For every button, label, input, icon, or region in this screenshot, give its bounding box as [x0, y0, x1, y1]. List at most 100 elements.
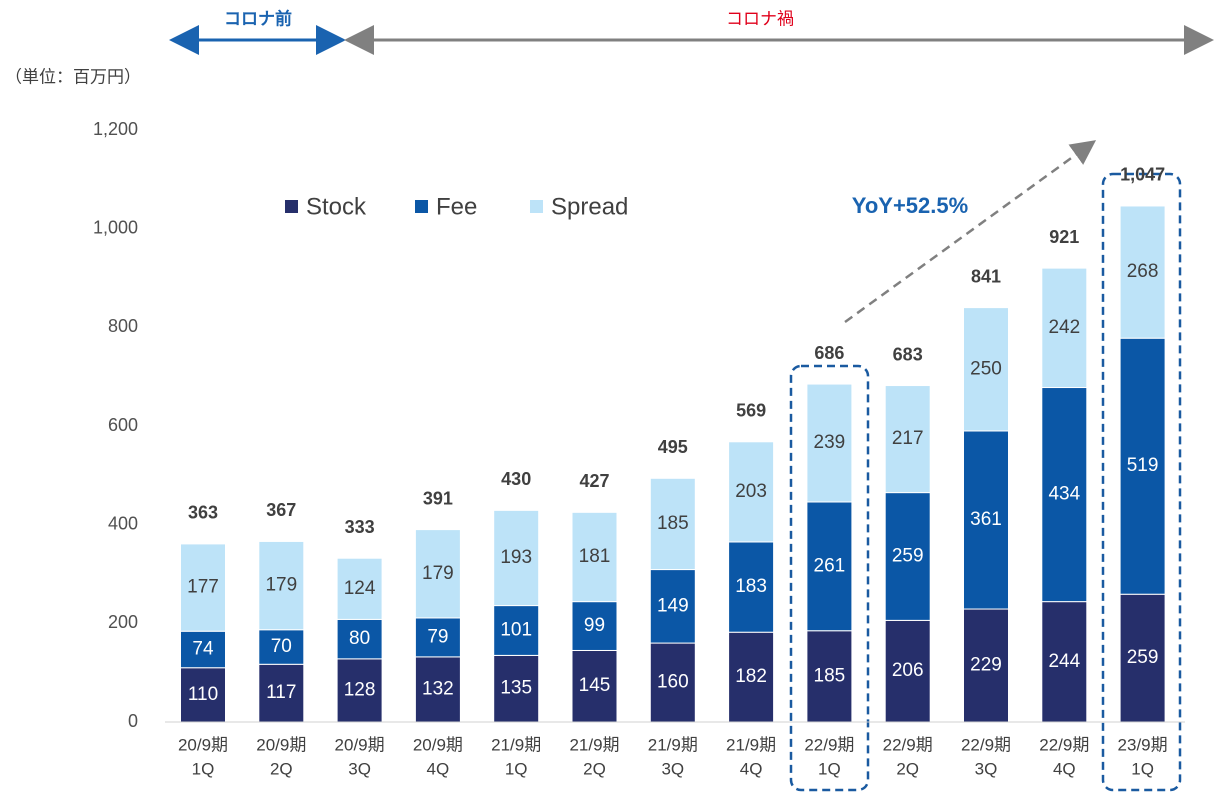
bar-segment	[258, 540, 305, 631]
total-label: 391	[423, 488, 453, 508]
bar-segment	[884, 492, 931, 621]
highlight-box	[789, 364, 870, 792]
segment-label: 132	[422, 678, 454, 699]
x-tick-label: 1Q	[1131, 759, 1154, 778]
bar-segment	[806, 501, 853, 632]
bar-segment	[1041, 387, 1088, 603]
y-tick-label: 1,000	[93, 217, 138, 237]
bar-segment	[180, 667, 226, 723]
segment-label: 182	[735, 666, 767, 687]
bar-segment	[1119, 205, 1166, 339]
total-label: 367	[266, 500, 296, 520]
x-tick-label: 3Q	[975, 759, 998, 778]
segment-label: 117	[266, 682, 296, 703]
bar-segment	[1041, 601, 1088, 723]
x-tick-label: 3Q	[348, 759, 371, 778]
segment-label: 361	[970, 509, 1002, 530]
period-label: コロナ禍	[726, 9, 794, 28]
total-label: 683	[893, 344, 923, 364]
legend-label: Stock	[306, 193, 367, 220]
segment-label: 434	[1048, 484, 1080, 505]
bar-segment	[806, 630, 853, 723]
segment-label: 185	[657, 513, 689, 534]
segment-label: 250	[970, 358, 1002, 379]
bar-segment	[180, 543, 226, 632]
y-tick-label: 0	[128, 711, 138, 731]
total-label: 363	[188, 503, 218, 523]
legend-swatch	[285, 200, 298, 213]
total-label: 841	[971, 266, 1001, 286]
y-tick-label: 800	[108, 316, 138, 336]
segment-label: 239	[814, 432, 846, 453]
segment-label: 124	[344, 578, 376, 599]
segment-label: 99	[584, 615, 605, 636]
highlight-box	[1101, 172, 1182, 792]
x-tick-label: 1Q	[818, 759, 841, 778]
x-tick-label: 22/9期	[1039, 735, 1089, 754]
segment-label: 229	[970, 655, 1002, 676]
total-label: 686	[814, 343, 844, 363]
bar-segment	[649, 477, 696, 571]
x-tick-label: 20/9期	[256, 735, 306, 754]
x-tick-label: 4Q	[1053, 759, 1076, 778]
x-tick-label: 1Q	[505, 759, 528, 778]
x-tick-label: 22/9期	[804, 735, 854, 754]
bar-segment	[963, 307, 1009, 432]
segment-label: 261	[814, 555, 846, 576]
segment-label: 183	[735, 576, 767, 597]
x-tick-label: 21/9期	[569, 735, 619, 754]
segment-label: 203	[735, 481, 767, 502]
bar-segment	[884, 385, 931, 494]
total-label: 430	[501, 469, 531, 489]
segment-label: 179	[422, 563, 454, 584]
segment-label: 149	[657, 595, 689, 616]
total-label: 495	[658, 437, 688, 457]
segment-label: 193	[500, 547, 532, 568]
bar-segment	[336, 658, 383, 723]
segment-label: 259	[892, 546, 924, 567]
bar-segment	[414, 529, 461, 619]
segment-label: 268	[1127, 261, 1159, 282]
segment-label: 519	[1127, 455, 1159, 476]
x-tick-label: 23/9期	[1118, 735, 1168, 754]
x-tick-label: 4Q	[740, 759, 763, 778]
bar-segment	[571, 649, 618, 723]
unit-label: （単位：百万円）	[5, 67, 141, 86]
bar-segment	[493, 509, 540, 607]
x-tick-label: 20/9期	[335, 735, 385, 754]
bar-segment	[728, 441, 775, 543]
bar-segment	[884, 619, 931, 723]
bar-segment	[728, 631, 775, 723]
bar-segment	[649, 642, 696, 723]
x-tick-label: 1Q	[192, 759, 215, 778]
segment-label: 145	[579, 675, 611, 696]
growth-arrow	[844, 140, 1097, 324]
x-tick-label: 21/9期	[491, 735, 541, 754]
x-tick-label: 4Q	[427, 759, 450, 778]
segment-label: 101	[500, 620, 532, 641]
bar-segment	[336, 557, 383, 620]
bar-segment	[571, 601, 618, 651]
x-tick-label: 20/9期	[178, 735, 228, 754]
bar-segment	[414, 656, 461, 723]
legend-swatch	[415, 200, 428, 213]
segment-label: 185	[814, 665, 846, 686]
segment-label: 179	[265, 575, 297, 596]
y-tick-label: 1,200	[93, 119, 138, 139]
total-label: 569	[736, 401, 766, 421]
total-label: 427	[579, 471, 609, 491]
bar-segment	[571, 511, 618, 603]
x-tick-label: 20/9期	[413, 735, 463, 754]
segment-label: 244	[1048, 651, 1080, 672]
segment-label: 74	[192, 638, 214, 659]
period-label: コロナ前	[224, 8, 292, 28]
total-label: 921	[1049, 227, 1079, 247]
y-tick-label: 400	[108, 513, 138, 533]
legend-label: Fee	[436, 193, 477, 220]
bar-segment	[1041, 267, 1088, 389]
segment-label: 217	[892, 428, 924, 449]
segment-label: 135	[500, 678, 532, 699]
segment-label: 70	[271, 636, 292, 657]
x-tick-label: 22/9期	[961, 735, 1011, 754]
